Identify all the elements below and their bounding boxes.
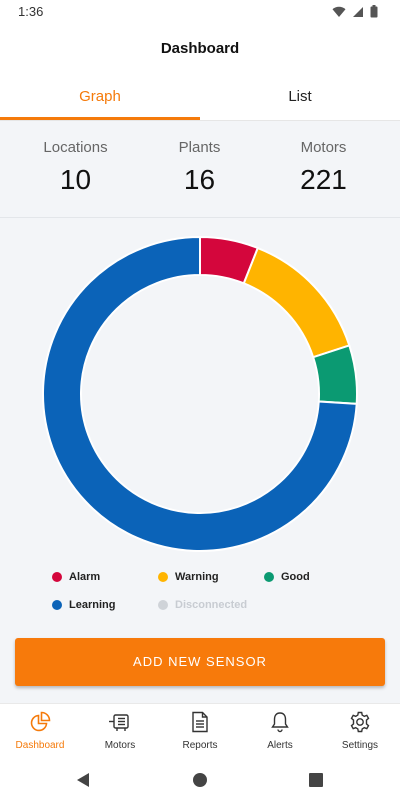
donut-slice-good xyxy=(311,344,358,405)
nav-label: Motors xyxy=(104,740,136,751)
motor-icon xyxy=(80,710,160,734)
pie-chart-icon xyxy=(0,710,80,734)
home-icon[interactable] xyxy=(188,768,212,792)
legend-label: Learning xyxy=(69,599,116,611)
stat-value: 10 xyxy=(59,164,92,195)
legend-label: Good xyxy=(281,571,310,583)
legend-item-disconnected: Disconnected xyxy=(158,599,247,611)
legend-label: Alarm xyxy=(69,571,101,583)
stat-locations: Locations 10 xyxy=(9,139,142,196)
legend-dot xyxy=(264,572,274,582)
nav-item-reports[interactable]: Reports xyxy=(160,710,240,751)
signal-icon xyxy=(352,5,364,23)
bottom-nav: Dashboard Motors xyxy=(0,703,400,761)
donut-hole xyxy=(82,276,318,512)
stat-value: 221 xyxy=(300,164,347,195)
legend-dot xyxy=(52,572,62,582)
nav-label: Dashboard xyxy=(15,740,65,751)
legend-dot xyxy=(52,600,62,610)
recents-icon[interactable] xyxy=(304,768,328,792)
nav-item-settings[interactable]: Settings xyxy=(320,710,400,751)
add-new-sensor-button[interactable]: ADD NEW SENSOR xyxy=(15,638,385,686)
tab-bar: Graph List xyxy=(0,76,400,121)
legend-item-alarm: Alarm xyxy=(52,571,100,583)
battery-icon xyxy=(370,5,378,23)
tab-graph[interactable]: Graph xyxy=(79,88,121,105)
nav-item-alerts[interactable]: Alerts xyxy=(240,710,320,751)
bell-icon xyxy=(240,710,320,734)
tab-list[interactable]: List xyxy=(288,88,312,105)
system-nav-bar xyxy=(0,760,400,800)
summary-stats: Locations 10 Plants 16 Motors 221 xyxy=(0,121,400,218)
stat-plants: Plants 16 xyxy=(133,139,266,196)
document-icon xyxy=(160,710,240,734)
status-donut-chart xyxy=(42,235,358,552)
app-bar: Dashboard xyxy=(0,26,400,72)
nav-label: Reports xyxy=(182,740,218,751)
stat-label: Motors xyxy=(300,139,347,156)
legend-item-learning: Learning xyxy=(52,599,115,611)
status-icons xyxy=(332,5,378,23)
legend-label: Warning xyxy=(175,571,219,583)
stat-motors: Motors 221 xyxy=(257,139,390,196)
nav-label: Settings xyxy=(341,740,379,751)
tab-indicator xyxy=(0,117,200,120)
legend-item-warning: Warning xyxy=(158,571,219,583)
wifi-icon xyxy=(332,5,346,23)
legend-item-good: Good xyxy=(264,571,310,583)
legend-dot xyxy=(158,572,168,582)
stat-label: Plants xyxy=(178,139,221,156)
back-icon[interactable] xyxy=(71,768,95,792)
donut-slice-learning xyxy=(42,235,358,552)
nav-item-motors[interactable]: Motors xyxy=(80,710,160,751)
legend-label: Disconnected xyxy=(175,599,248,611)
nav-item-dashboard[interactable]: Dashboard xyxy=(0,710,80,751)
stat-label: Locations xyxy=(43,139,108,156)
chart-area: Alarm Warning Good Learning Disconnected… xyxy=(0,218,400,703)
legend-dot xyxy=(158,600,168,610)
status-time: 1:36 xyxy=(18,4,44,19)
status-bar: 1:36 xyxy=(0,0,400,26)
gear-icon xyxy=(320,710,400,734)
chart-legend: Alarm Warning Good Learning Disconnected xyxy=(0,568,400,628)
nav-label: Alerts xyxy=(267,740,293,751)
stat-value: 16 xyxy=(183,164,216,195)
page-title: Dashboard xyxy=(160,40,240,57)
